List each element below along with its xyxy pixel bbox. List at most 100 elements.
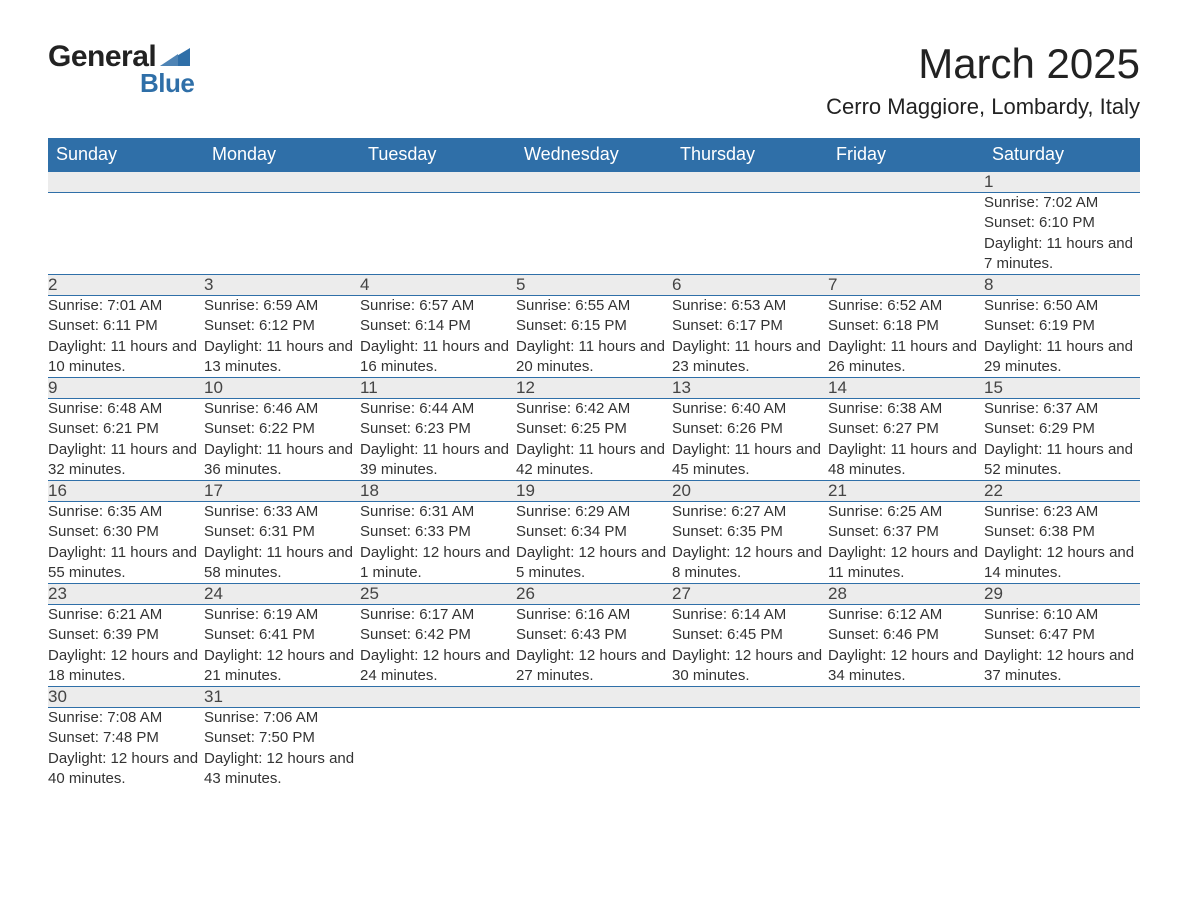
logo: General Blue <box>48 40 194 99</box>
day-cell: Sunrise: 6:10 AMSunset: 6:47 PMDaylight:… <box>984 605 1140 687</box>
daylight-text: Daylight: 12 hours and 1 minute. <box>360 543 516 584</box>
daylight-text: Daylight: 12 hours and 14 minutes. <box>984 543 1140 584</box>
day-number: 12 <box>516 378 672 399</box>
day-number: 17 <box>204 481 360 502</box>
day-number: 8 <box>984 275 1140 296</box>
day-number: 14 <box>828 378 984 399</box>
location: Cerro Maggiore, Lombardy, Italy <box>826 94 1140 120</box>
daylight-text: Daylight: 11 hours and 45 minutes. <box>672 440 828 481</box>
sunset-text: Sunset: 6:14 PM <box>360 316 516 336</box>
day-number: 21 <box>828 481 984 502</box>
sunrise-text: Sunrise: 6:52 AM <box>828 296 984 316</box>
day-cell: Sunrise: 6:48 AMSunset: 6:21 PMDaylight:… <box>48 399 204 481</box>
daynum-row: 23242526272829 <box>48 584 1140 605</box>
empty-cell <box>984 708 1140 790</box>
sunset-text: Sunset: 6:34 PM <box>516 522 672 542</box>
sunrise-text: Sunrise: 6:59 AM <box>204 296 360 316</box>
daylight-text: Daylight: 12 hours and 5 minutes. <box>516 543 672 584</box>
day-number: 18 <box>360 481 516 502</box>
day-cell: Sunrise: 6:19 AMSunset: 6:41 PMDaylight:… <box>204 605 360 687</box>
sunrise-text: Sunrise: 6:29 AM <box>516 502 672 522</box>
day-number: 15 <box>984 378 1140 399</box>
sunrise-text: Sunrise: 6:23 AM <box>984 502 1140 522</box>
sunset-text: Sunset: 6:25 PM <box>516 419 672 439</box>
logo-word2: Blue <box>140 68 194 99</box>
sunset-text: Sunset: 6:21 PM <box>48 419 204 439</box>
daylight-text: Daylight: 11 hours and 55 minutes. <box>48 543 204 584</box>
weekday-header: Friday <box>828 138 984 172</box>
day-cell: Sunrise: 6:31 AMSunset: 6:33 PMDaylight:… <box>360 502 516 584</box>
sunset-text: Sunset: 6:37 PM <box>828 522 984 542</box>
sunrise-text: Sunrise: 6:44 AM <box>360 399 516 419</box>
day-cell: Sunrise: 6:33 AMSunset: 6:31 PMDaylight:… <box>204 502 360 584</box>
empty-cell <box>516 172 672 193</box>
day-cell: Sunrise: 6:42 AMSunset: 6:25 PMDaylight:… <box>516 399 672 481</box>
sunrise-text: Sunrise: 7:01 AM <box>48 296 204 316</box>
page-title: March 2025 <box>826 40 1140 88</box>
sunset-text: Sunset: 6:31 PM <box>204 522 360 542</box>
day-number: 13 <box>672 378 828 399</box>
detail-row: Sunrise: 7:01 AMSunset: 6:11 PMDaylight:… <box>48 296 1140 378</box>
sunset-text: Sunset: 6:11 PM <box>48 316 204 336</box>
daylight-text: Daylight: 12 hours and 30 minutes. <box>672 646 828 687</box>
day-number: 26 <box>516 584 672 605</box>
daylight-text: Daylight: 11 hours and 13 minutes. <box>204 337 360 378</box>
sunset-text: Sunset: 7:48 PM <box>48 728 204 748</box>
sunset-text: Sunset: 6:22 PM <box>204 419 360 439</box>
sunset-text: Sunset: 6:18 PM <box>828 316 984 336</box>
day-number: 10 <box>204 378 360 399</box>
day-number: 27 <box>672 584 828 605</box>
daylight-text: Daylight: 11 hours and 52 minutes. <box>984 440 1140 481</box>
sunrise-text: Sunrise: 6:12 AM <box>828 605 984 625</box>
day-number: 7 <box>828 275 984 296</box>
sunset-text: Sunset: 6:43 PM <box>516 625 672 645</box>
sunrise-text: Sunrise: 6:53 AM <box>672 296 828 316</box>
sunset-text: Sunset: 6:42 PM <box>360 625 516 645</box>
weekday-header: Tuesday <box>360 138 516 172</box>
day-cell: Sunrise: 6:17 AMSunset: 6:42 PMDaylight:… <box>360 605 516 687</box>
empty-cell <box>48 193 204 275</box>
empty-cell <box>360 172 516 193</box>
day-cell: Sunrise: 6:27 AMSunset: 6:35 PMDaylight:… <box>672 502 828 584</box>
day-number: 31 <box>204 687 360 708</box>
empty-cell <box>828 687 984 708</box>
empty-cell <box>360 193 516 275</box>
daylight-text: Daylight: 11 hours and 26 minutes. <box>828 337 984 378</box>
day-number: 22 <box>984 481 1140 502</box>
weekday-header: Thursday <box>672 138 828 172</box>
day-number: 16 <box>48 481 204 502</box>
day-cell: Sunrise: 7:08 AMSunset: 7:48 PMDaylight:… <box>48 708 204 790</box>
daylight-text: Daylight: 11 hours and 58 minutes. <box>204 543 360 584</box>
day-cell: Sunrise: 6:21 AMSunset: 6:39 PMDaylight:… <box>48 605 204 687</box>
sunrise-text: Sunrise: 6:31 AM <box>360 502 516 522</box>
day-cell: Sunrise: 6:50 AMSunset: 6:19 PMDaylight:… <box>984 296 1140 378</box>
daylight-text: Daylight: 12 hours and 8 minutes. <box>672 543 828 584</box>
sunset-text: Sunset: 6:45 PM <box>672 625 828 645</box>
sunset-text: Sunset: 6:38 PM <box>984 522 1140 542</box>
sunset-text: Sunset: 6:35 PM <box>672 522 828 542</box>
daylight-text: Daylight: 12 hours and 11 minutes. <box>828 543 984 584</box>
daylight-text: Daylight: 11 hours and 39 minutes. <box>360 440 516 481</box>
day-number: 28 <box>828 584 984 605</box>
daylight-text: Daylight: 11 hours and 36 minutes. <box>204 440 360 481</box>
sunrise-text: Sunrise: 6:40 AM <box>672 399 828 419</box>
sunrise-text: Sunrise: 6:33 AM <box>204 502 360 522</box>
sunrise-text: Sunrise: 6:42 AM <box>516 399 672 419</box>
daylight-text: Daylight: 12 hours and 18 minutes. <box>48 646 204 687</box>
daylight-text: Daylight: 12 hours and 34 minutes. <box>828 646 984 687</box>
detail-row: Sunrise: 6:35 AMSunset: 6:30 PMDaylight:… <box>48 502 1140 584</box>
day-number: 25 <box>360 584 516 605</box>
sunrise-text: Sunrise: 6:16 AM <box>516 605 672 625</box>
daylight-text: Daylight: 12 hours and 40 minutes. <box>48 749 204 790</box>
day-cell: Sunrise: 6:16 AMSunset: 6:43 PMDaylight:… <box>516 605 672 687</box>
sunset-text: Sunset: 6:12 PM <box>204 316 360 336</box>
weekday-header: Sunday <box>48 138 204 172</box>
empty-cell <box>828 172 984 193</box>
day-number: 2 <box>48 275 204 296</box>
day-cell: Sunrise: 6:40 AMSunset: 6:26 PMDaylight:… <box>672 399 828 481</box>
sunrise-text: Sunrise: 6:27 AM <box>672 502 828 522</box>
day-cell: Sunrise: 7:01 AMSunset: 6:11 PMDaylight:… <box>48 296 204 378</box>
day-number: 1 <box>984 172 1140 193</box>
empty-cell <box>672 193 828 275</box>
day-cell: Sunrise: 6:38 AMSunset: 6:27 PMDaylight:… <box>828 399 984 481</box>
